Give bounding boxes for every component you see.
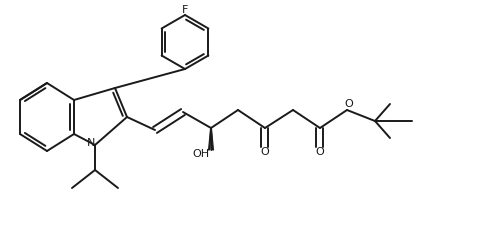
Text: O: O [345, 99, 353, 109]
Text: F: F [182, 5, 188, 15]
Text: O: O [261, 147, 270, 157]
Text: O: O [315, 147, 325, 157]
Text: N: N [87, 138, 95, 148]
Text: OH: OH [193, 149, 209, 159]
